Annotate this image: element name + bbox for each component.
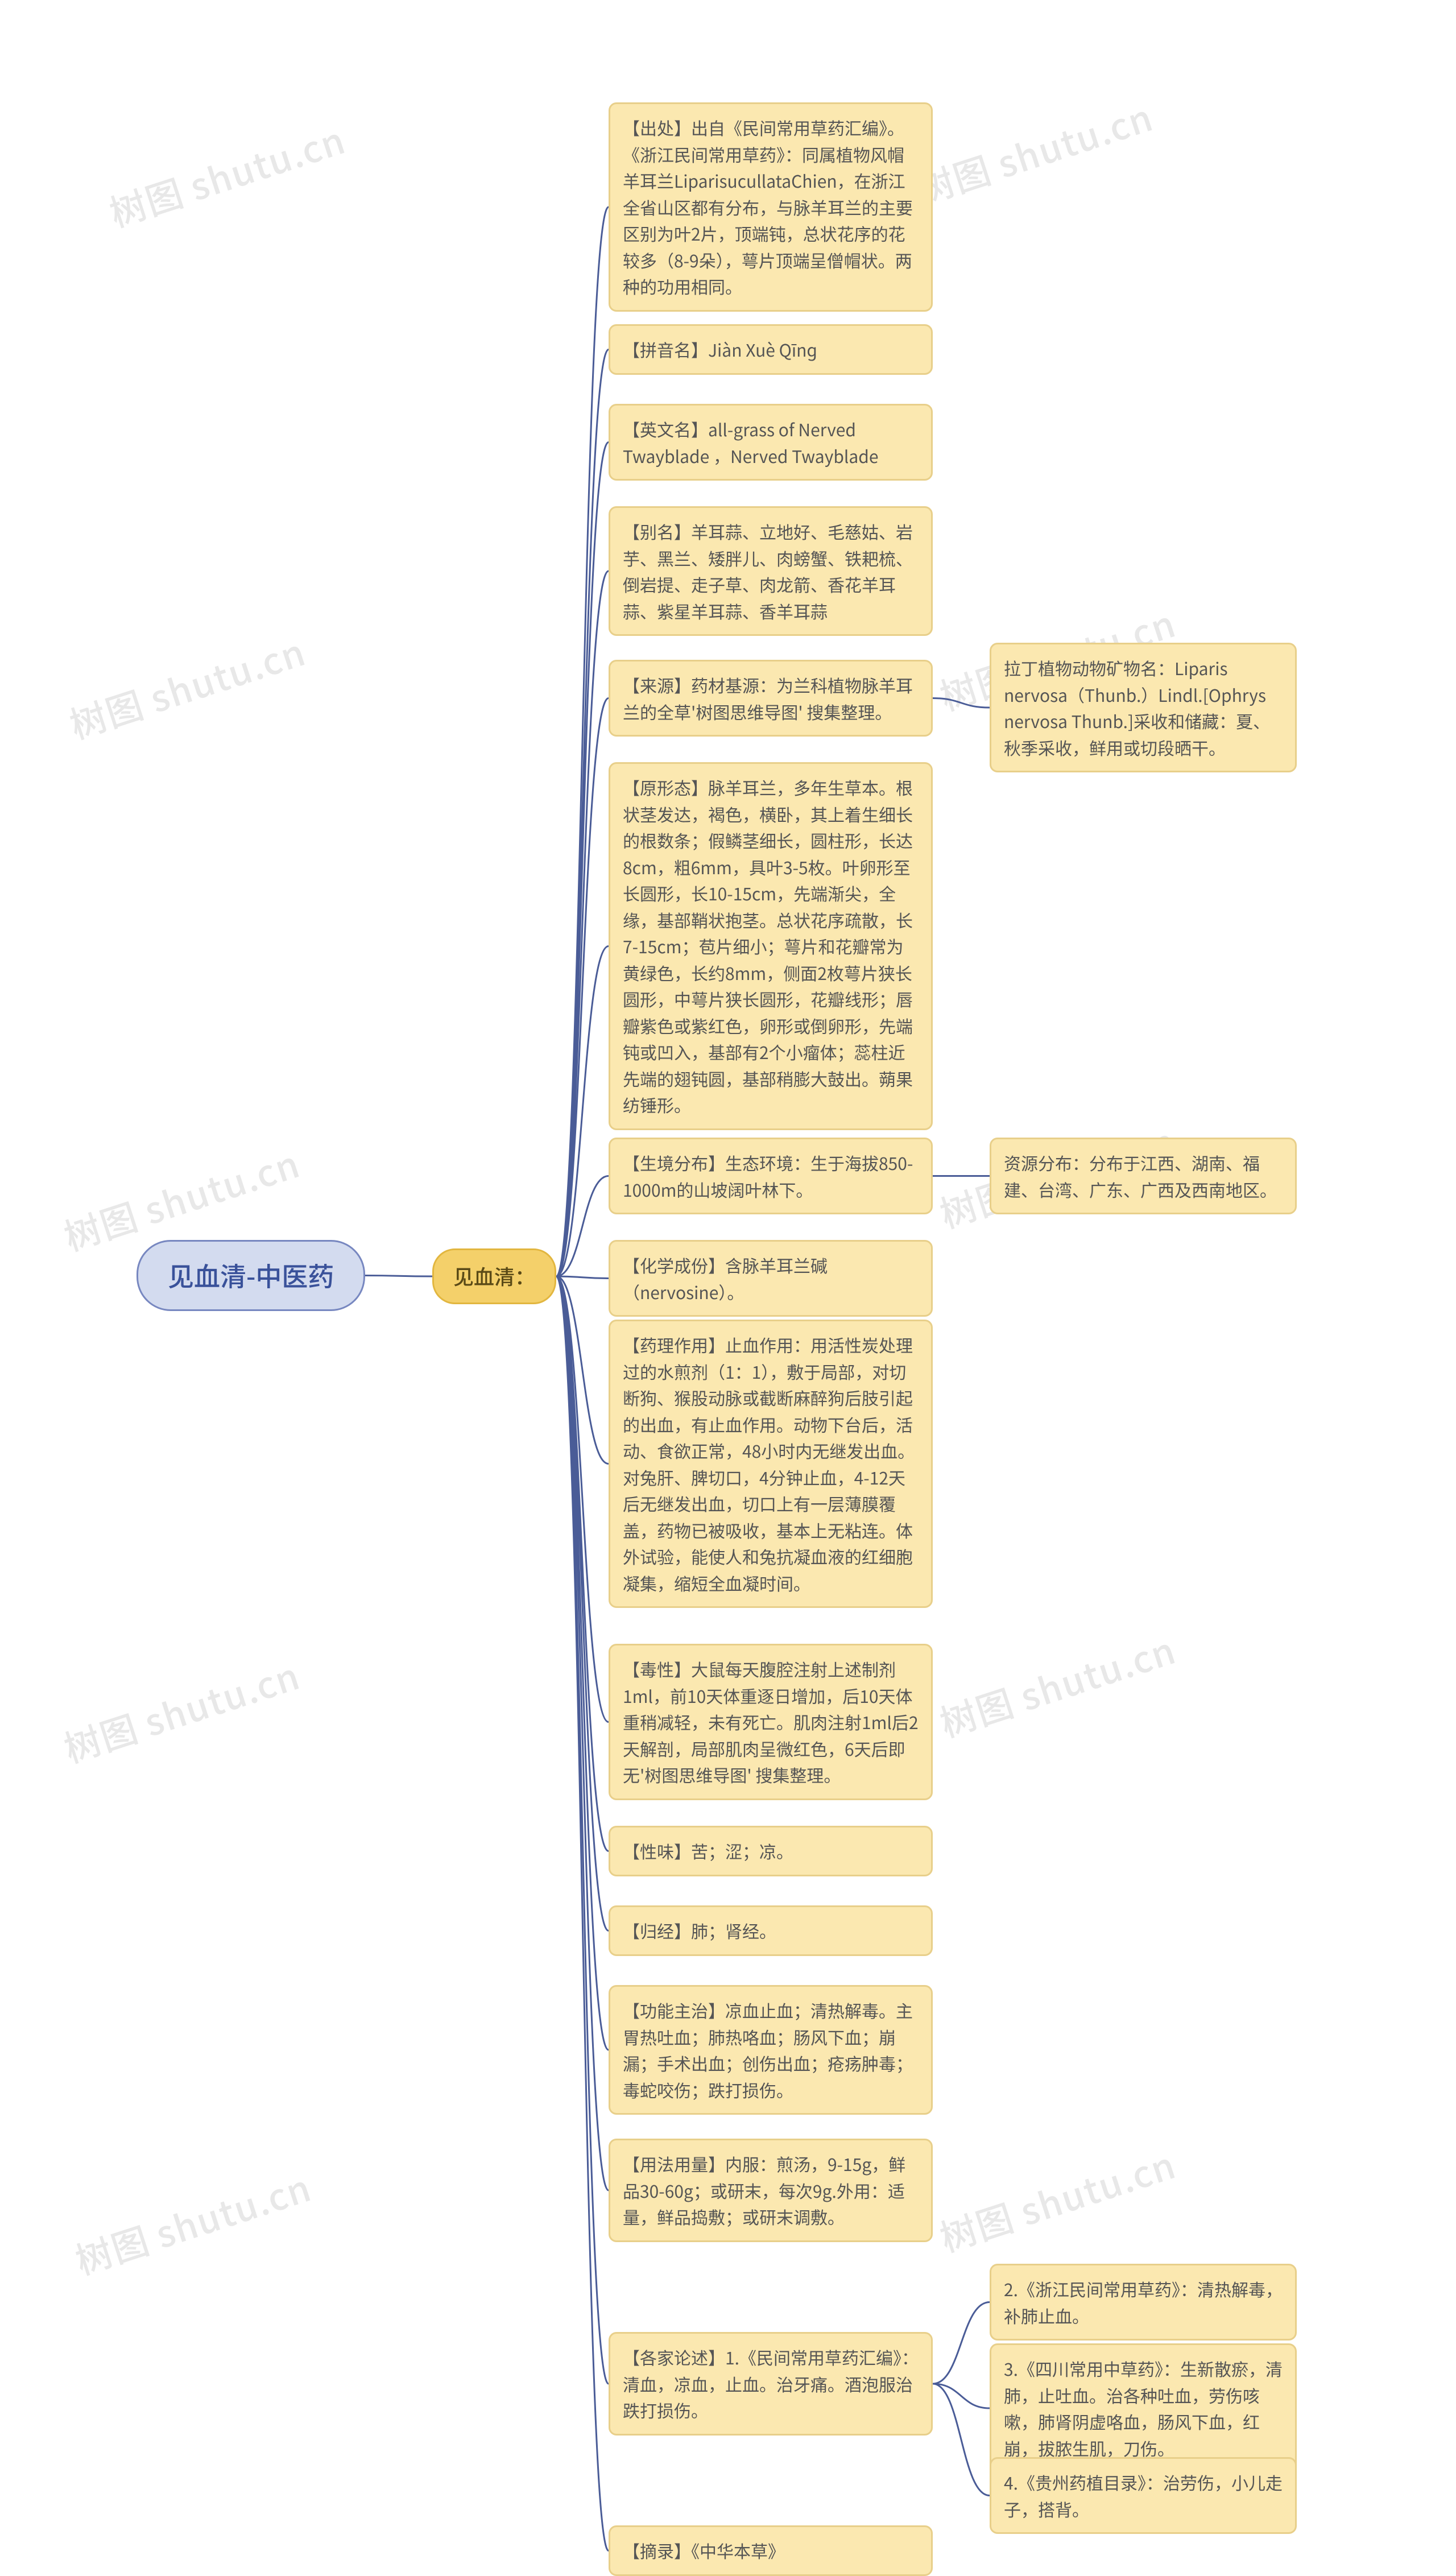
watermark: 树图 shutu.cn xyxy=(910,89,1159,215)
watermark: 树图 shutu.cn xyxy=(68,2160,317,2285)
leaf-node: 4.《贵州药植目录》：治劳伤，小儿走子，搭背。 xyxy=(990,2457,1297,2534)
watermark: 树图 shutu.cn xyxy=(102,112,351,238)
watermark: 树图 shutu.cn xyxy=(57,1648,306,1773)
leaf-node: 【摘录】《中华本草》 xyxy=(609,2525,933,2576)
leaf-node: 【别名】羊耳蒜、立地好、毛慈姑、岩芋、黑兰、矮胖儿、肉螃蟹、铁耙梳、倒岩提、走子… xyxy=(609,506,933,636)
leaf-node: 【药理作用】止血作用：用活性炭处理过的水煎剂（1：1），敷于局部，对切断狗、猴股… xyxy=(609,1320,933,1608)
leaf-node: 【毒性】大鼠每天腹腔注射上述制剂1ml，前10天体重逐日增加，后10天体重稍减轻… xyxy=(609,1644,933,1800)
leaf-node: 3.《四川常用中草药》：生新散瘀，清肺，止吐血。治各种吐血，劳伤咳嗽，肺肾阴虚咯… xyxy=(990,2343,1297,2473)
leaf-node: 【性味】苦；涩；凉。 xyxy=(609,1826,933,1876)
leaf-node: 【英文名】all-grass of Nerved Twayblade ，Nerv… xyxy=(609,404,933,481)
root-node: 见血清-中医药 xyxy=(136,1240,365,1311)
leaf-node: 拉丁植物动物矿物名：Liparis nervosa（Thunb.）Lindl.[… xyxy=(990,643,1297,772)
leaf-node: 【生境分布】生态环境：生于海拔850-1000m的山坡阔叶林下。 xyxy=(609,1138,933,1214)
leaf-node: 资源分布：分布于江西、湖南、福建、台湾、广东、广西及西南地区。 xyxy=(990,1138,1297,1214)
watermark: 树图 shutu.cn xyxy=(933,1622,1182,1748)
leaf-node: 【用法用量】内服：煎汤，9-15g，鲜品30-60g；或研末，每次9g.外用：适… xyxy=(609,2139,933,2242)
leaf-node: 【化学成份】含脉羊耳兰碱（nervosine）。 xyxy=(609,1240,933,1317)
level1-node: 见血清： xyxy=(432,1248,556,1304)
leaf-node: 2.《浙江民间常用草药》：清热解毒，补肺止血。 xyxy=(990,2264,1297,2341)
watermark: 树图 shutu.cn xyxy=(933,2137,1182,2263)
leaf-node: 【出处】出自《民间常用草药汇编》。《浙江民间常用草药》：同属植物风帽羊耳兰Lip… xyxy=(609,102,933,312)
leaf-node: 【原形态】脉羊耳兰，多年生草本。根状茎发达，褐色，横卧，其上着生细长的根数条；假… xyxy=(609,762,933,1130)
leaf-node: 【拼音名】Jiàn Xuè Qīnɡ xyxy=(609,324,933,375)
leaf-node: 【功能主治】凉血止血；清热解毒。主胃热吐血；肺热咯血；肠风下血；崩漏；手术出血；… xyxy=(609,1985,933,2115)
watermark: 树图 shutu.cn xyxy=(63,624,312,750)
leaf-node: 【各家论述】1.《民间常用草药汇编》：清血，凉血，止血。治牙痛。酒泡服治跌打损伤… xyxy=(609,2332,933,2436)
leaf-node: 【归经】肺；肾经。 xyxy=(609,1905,933,1956)
leaf-node: 【来源】药材基源：为兰科植物脉羊耳兰的全草'树图思维导图' 搜集整理。 xyxy=(609,660,933,737)
